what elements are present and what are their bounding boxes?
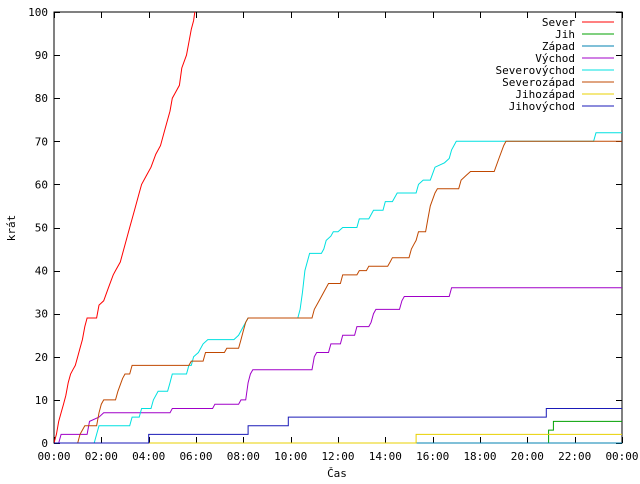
series-line-jihozapad [54,433,622,444]
y-tick-label: 90 [35,49,48,62]
legend-label: Severovýchod [496,64,575,77]
x-tick-label: 20:00 [511,450,544,463]
legend-label: Jihozápad [515,88,575,101]
x-tick-label: 12:00 [321,450,354,463]
series-line-sever [54,11,196,444]
y-tick-label: 30 [35,308,48,321]
series-line-vychod [54,287,622,444]
series-line-severovychod [54,132,622,444]
series-line-severozapad [54,140,622,444]
x-tick-label: 14:00 [369,450,402,463]
y-tick-label: 80 [35,92,48,105]
legend-label: Severozápad [502,76,575,89]
axis-ticks-layer: 0 10 20 30 40 50 60 70 80 90 100 00:00 02:00 04:00 06:… [28,6,638,463]
y-tick-label: 60 [35,178,48,191]
y-tick-label: 100 [28,6,48,19]
legend: SeverJihZápadVýchodSeverovýchodSeverozáp… [496,16,614,113]
legend-label: Západ [542,40,575,53]
x-tick-label: 22:00 [558,450,591,463]
y-tick-label: 10 [35,394,48,407]
y-tick-label: 40 [35,265,48,278]
y-tick-label: 20 [35,351,48,364]
x-tick-label: 18:00 [463,450,496,463]
x-tick-label: 08:00 [227,450,260,463]
series-layer [54,11,622,444]
x-tick-label: 00:00 [605,450,638,463]
y-tick-label: 70 [35,135,48,148]
x-tick-label: 16:00 [416,450,449,463]
x-tick-label: 00:00 [37,450,70,463]
y-axis-label: krát [5,215,18,242]
x-tick-label: 02:00 [85,450,118,463]
y-tick-label: 50 [35,222,48,235]
series-line-jihovychod [54,408,622,444]
legend-label: Jih [555,28,575,41]
x-tick-label: 06:00 [179,450,212,463]
x-tick-label: 10:00 [274,450,307,463]
legend-label: Sever [542,16,575,29]
x-tick-label: 04:00 [132,450,165,463]
x-axis-label: Čas [327,467,347,480]
y-tick-label: 0 [41,437,48,450]
legend-label: Východ [535,52,575,65]
legend-label: Jihovýchod [509,100,575,113]
